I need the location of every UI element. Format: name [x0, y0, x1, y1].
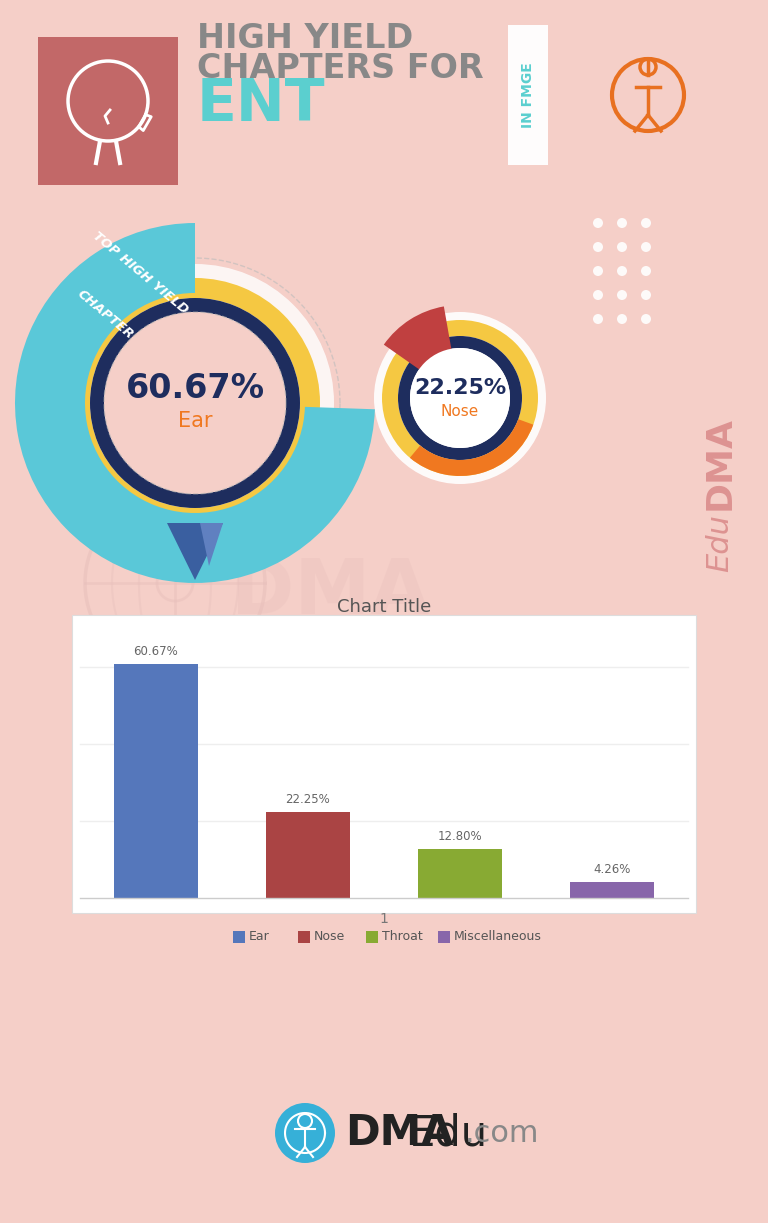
FancyBboxPatch shape: [72, 615, 696, 914]
Circle shape: [593, 242, 603, 252]
Circle shape: [617, 265, 627, 276]
Circle shape: [617, 242, 627, 252]
FancyBboxPatch shape: [419, 849, 502, 898]
Text: 60.67%: 60.67%: [134, 645, 178, 658]
Polygon shape: [200, 523, 223, 566]
FancyBboxPatch shape: [233, 931, 245, 943]
FancyBboxPatch shape: [508, 24, 548, 165]
Wedge shape: [382, 320, 538, 476]
Polygon shape: [167, 523, 223, 580]
Circle shape: [641, 265, 651, 276]
FancyBboxPatch shape: [114, 664, 198, 898]
FancyBboxPatch shape: [266, 812, 349, 898]
Circle shape: [410, 349, 510, 448]
Circle shape: [593, 314, 603, 324]
Circle shape: [104, 312, 286, 494]
Text: Miscellaneous: Miscellaneous: [454, 931, 542, 943]
Text: HIGH YIELD: HIGH YIELD: [197, 22, 413, 55]
Text: Nose: Nose: [441, 405, 479, 419]
Text: 12.80%: 12.80%: [438, 829, 482, 843]
Text: Edu: Edu: [706, 514, 734, 572]
Text: 22.25%: 22.25%: [414, 378, 506, 397]
Circle shape: [593, 218, 603, 227]
Wedge shape: [70, 278, 320, 528]
Wedge shape: [410, 419, 533, 476]
Text: Edu: Edu: [409, 1112, 488, 1155]
Text: .com: .com: [465, 1119, 539, 1147]
Text: DMA: DMA: [230, 556, 429, 630]
Text: TOP HIGH YIELD: TOP HIGH YIELD: [90, 230, 190, 317]
Wedge shape: [384, 307, 460, 397]
FancyBboxPatch shape: [438, 931, 450, 943]
Circle shape: [617, 314, 627, 324]
Circle shape: [56, 264, 334, 542]
Text: CHAPTERS FOR: CHAPTERS FOR: [197, 53, 484, 86]
Text: 4.26%: 4.26%: [594, 862, 631, 876]
Circle shape: [641, 314, 651, 324]
FancyBboxPatch shape: [38, 37, 178, 185]
FancyBboxPatch shape: [570, 882, 654, 898]
Text: Throat: Throat: [382, 931, 422, 943]
Circle shape: [374, 312, 546, 484]
Wedge shape: [398, 336, 522, 460]
Text: CHAPTER: CHAPTER: [74, 287, 136, 342]
Text: DMA: DMA: [345, 1112, 453, 1155]
Text: 22.25%: 22.25%: [286, 794, 330, 806]
Circle shape: [641, 218, 651, 227]
FancyBboxPatch shape: [366, 931, 378, 943]
Circle shape: [641, 290, 651, 300]
Circle shape: [641, 242, 651, 252]
Circle shape: [275, 1103, 335, 1163]
Circle shape: [617, 290, 627, 300]
Text: Ear: Ear: [177, 411, 212, 430]
Text: ENT: ENT: [197, 76, 326, 133]
Circle shape: [593, 265, 603, 276]
Text: IN FMGE: IN FMGE: [521, 62, 535, 128]
Text: Nose: Nose: [314, 931, 346, 943]
Wedge shape: [15, 223, 375, 583]
Text: Ear: Ear: [249, 931, 270, 943]
Circle shape: [593, 290, 603, 300]
FancyBboxPatch shape: [298, 931, 310, 943]
Text: 1: 1: [379, 912, 389, 926]
Circle shape: [617, 218, 627, 227]
Text: Chart Title: Chart Title: [337, 598, 431, 616]
Wedge shape: [90, 298, 300, 508]
Text: DMA: DMA: [703, 416, 737, 510]
Text: 60.67%: 60.67%: [125, 373, 264, 406]
